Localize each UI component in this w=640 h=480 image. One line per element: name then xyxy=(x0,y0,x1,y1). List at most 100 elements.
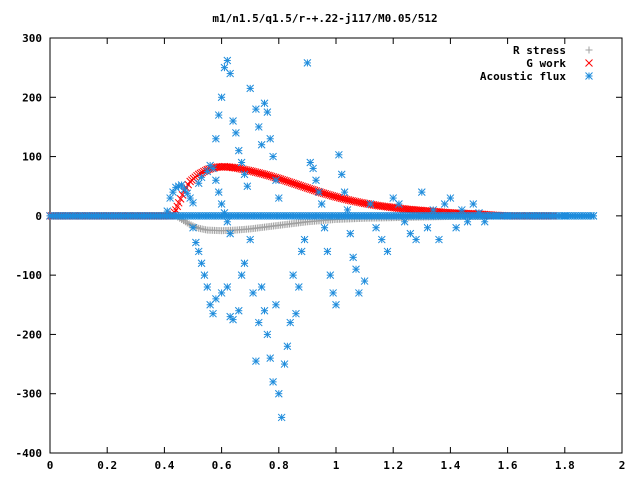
acoustic-flux-point xyxy=(337,170,346,179)
acoustic-flux-point xyxy=(266,134,275,143)
acoustic-flux-point xyxy=(289,271,297,279)
acoustic-flux-point xyxy=(280,360,289,368)
acoustic-flux-point xyxy=(532,212,541,220)
acoustic-flux-point xyxy=(463,217,472,226)
acoustic-flux-point xyxy=(254,318,263,327)
acoustic-flux-point xyxy=(260,306,269,315)
acoustic-flux-point xyxy=(360,277,369,285)
legend-label: G work xyxy=(526,57,566,70)
acoustic-flux-point xyxy=(194,179,203,188)
acoustic-flux-point xyxy=(412,235,420,244)
acoustic-flux-point xyxy=(366,200,375,208)
acoustic-flux-point xyxy=(209,309,217,318)
x-tick-label: 2 xyxy=(619,459,626,472)
acoustic-flux-point xyxy=(223,56,232,65)
acoustic-flux-point xyxy=(203,283,212,291)
acoustic-flux-point xyxy=(229,315,237,324)
acoustic-flux-point xyxy=(229,117,237,125)
acoustic-flux-point xyxy=(277,413,286,422)
g-work-point xyxy=(176,195,185,203)
x-tick-label: 1 xyxy=(333,459,340,472)
y-tick-label: 100 xyxy=(22,151,42,164)
acoustic-flux-point xyxy=(237,158,246,167)
acoustic-flux-point xyxy=(192,238,200,247)
acoustic-flux-point xyxy=(212,176,220,185)
acoustic-flux-point xyxy=(452,223,460,232)
acoustic-flux-point xyxy=(335,150,343,159)
acoustic-flux-point xyxy=(252,357,260,365)
acoustic-flux-point xyxy=(200,271,209,279)
acoustic-flux-point xyxy=(240,170,249,179)
acoustic-flux-point xyxy=(214,111,223,119)
acoustic-flux-point xyxy=(220,209,229,217)
acoustic-flux-point xyxy=(197,259,206,268)
acoustic-flux-point xyxy=(469,200,478,208)
acoustic-flux-point xyxy=(223,283,232,291)
acoustic-flux-point xyxy=(249,289,257,297)
acoustic-flux-point xyxy=(197,173,206,182)
acoustic-flux-point xyxy=(266,354,275,362)
acoustic-flux-point xyxy=(343,206,352,214)
acoustic-flux-point xyxy=(292,309,300,318)
acoustic-flux-point xyxy=(257,140,266,149)
acoustic-flux-point xyxy=(383,247,392,256)
x-tick-label: 0.8 xyxy=(269,459,289,472)
axis-ticks: 0 0.2 0.4 0.6 0.8 1 1.2 1.4 1.6 1.8 2 300 200 100 0 -10… xyxy=(16,32,626,472)
plot-frame xyxy=(49,37,623,454)
legend-marker xyxy=(585,46,593,54)
y-tick-label: -300 xyxy=(16,388,43,401)
acoustic-flux-point xyxy=(252,105,260,113)
acoustic-flux-point xyxy=(234,306,243,315)
acoustic-flux-point xyxy=(309,164,317,173)
acoustic-flux-point xyxy=(220,63,229,72)
acoustic-flux-point xyxy=(355,289,363,297)
acoustic-flux-point xyxy=(560,212,569,220)
acoustic-flux-point xyxy=(446,194,455,202)
acoustic-flux-point xyxy=(300,235,309,244)
acoustic-flux-point xyxy=(189,198,197,207)
acoustic-flux-point xyxy=(272,300,280,309)
acoustic-flux-point xyxy=(332,300,340,309)
acoustic-flux-point xyxy=(286,318,295,327)
acoustic-flux-point xyxy=(180,185,189,194)
acoustic-flux-point xyxy=(435,235,443,244)
acoustic-flux-point xyxy=(263,330,272,339)
acoustic-flux-point xyxy=(246,84,255,93)
acoustic-flux-point xyxy=(352,265,360,274)
acoustic-flux-point xyxy=(589,212,598,220)
acoustic-flux-point xyxy=(372,223,380,232)
acoustic-flux-point xyxy=(303,59,312,67)
acoustic-flux-point xyxy=(272,176,280,185)
acoustic-flux-point xyxy=(223,217,232,226)
acoustic-flux-point xyxy=(263,108,272,116)
legend-label: Acoustic flux xyxy=(480,70,566,83)
acoustic-flux-point xyxy=(214,188,223,196)
x-tick-label: 1.8 xyxy=(555,459,575,472)
x-tick-label: 0.6 xyxy=(212,459,232,472)
y-tick-label: -100 xyxy=(16,269,43,282)
data-marks xyxy=(46,56,598,422)
acoustic-flux-point xyxy=(297,247,306,256)
acoustic-flux-point xyxy=(457,206,466,214)
acoustic-flux-point xyxy=(177,181,186,189)
acoustic-flux-point xyxy=(217,93,226,102)
x-tick-label: 1.6 xyxy=(498,459,518,472)
acoustic-flux-point xyxy=(217,200,226,208)
acoustic-flux-point xyxy=(212,134,220,143)
y-tick-label: -400 xyxy=(16,447,43,460)
acoustic-flux-point xyxy=(377,235,386,244)
x-tick-label: 0.4 xyxy=(154,459,174,472)
acoustic-flux-point xyxy=(269,152,277,161)
acoustic-flux-point xyxy=(163,207,172,215)
acoustic-flux-point xyxy=(349,253,358,262)
acoustic-flux-point xyxy=(492,212,501,220)
acoustic-flux-point xyxy=(226,69,235,78)
acoustic-flux-point xyxy=(317,200,326,208)
acoustic-flux-point xyxy=(166,194,174,202)
acoustic-flux-point xyxy=(209,164,217,173)
acoustic-flux-point xyxy=(323,247,332,256)
acoustic-flux-point xyxy=(257,283,266,291)
acoustic-flux-point xyxy=(320,223,329,232)
